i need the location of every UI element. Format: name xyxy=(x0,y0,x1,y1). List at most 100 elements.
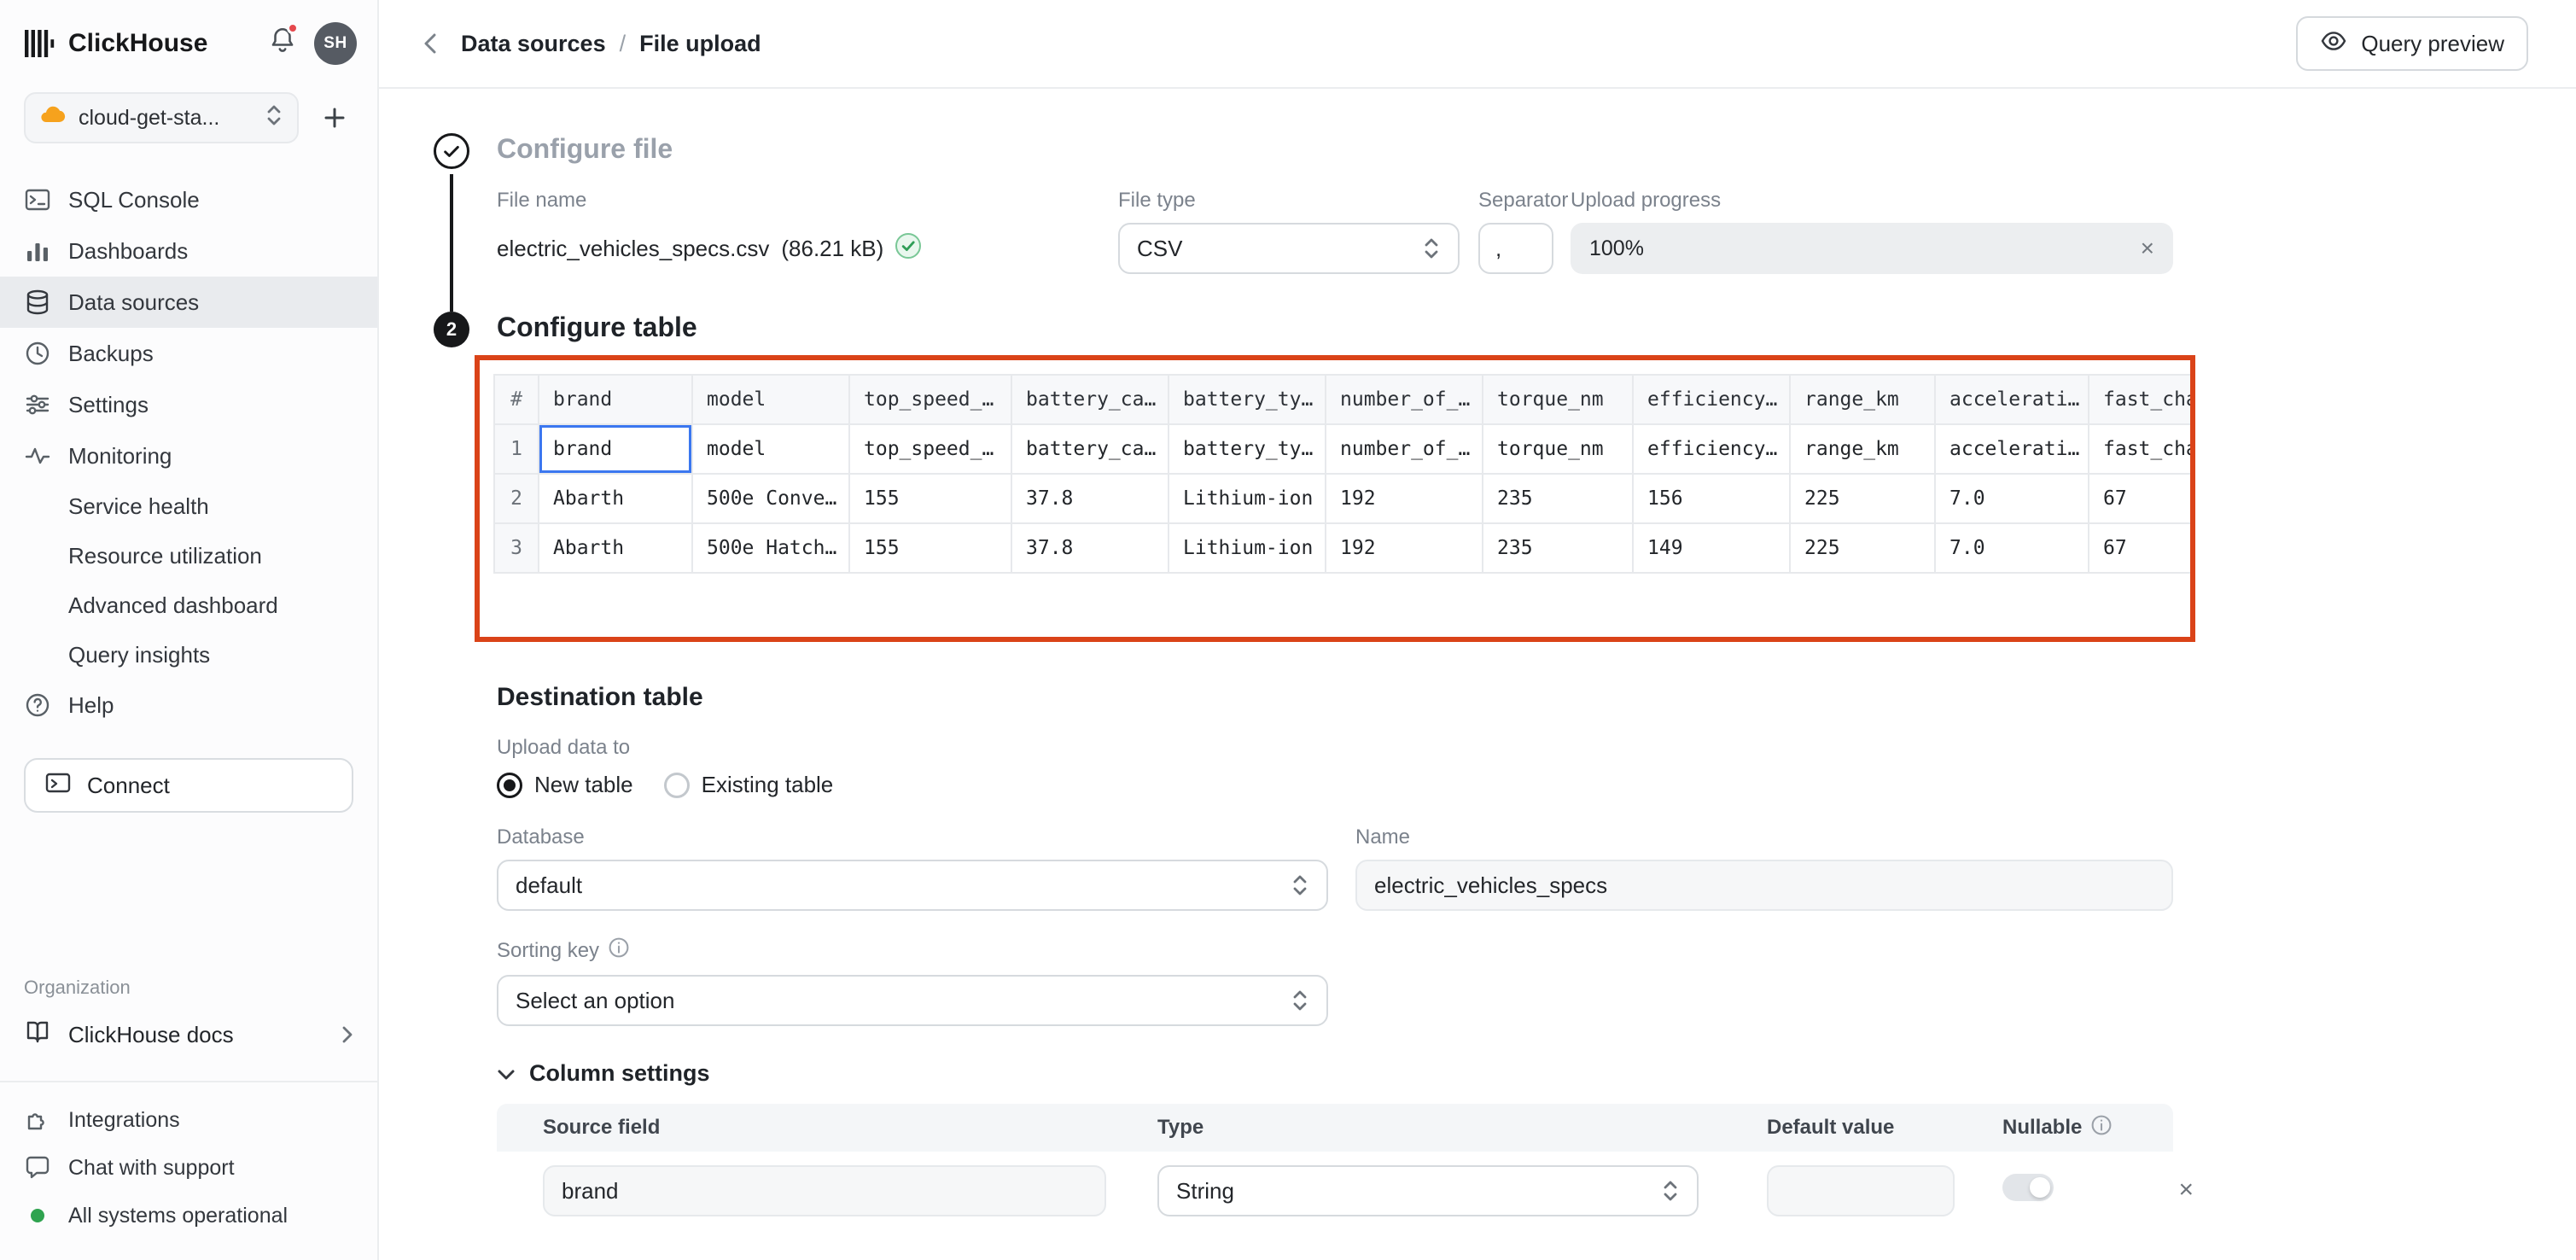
preview-column-header: top_speed_… xyxy=(848,374,1012,425)
radio-dot-selected xyxy=(497,772,522,798)
chevrons-updown-icon xyxy=(1422,236,1441,260)
default-value-input[interactable] xyxy=(1767,1165,1955,1216)
radio-existing-table[interactable]: Existing table xyxy=(663,772,833,798)
sidebar-header: ClickHouse SH xyxy=(0,0,377,79)
nullable-toggle[interactable] xyxy=(2002,1174,2054,1201)
sidebar-item-monitoring[interactable]: Monitoring xyxy=(0,430,377,481)
breadcrumb: Data sources / File upload xyxy=(461,31,761,57)
sidebar-item-all-systems-operational[interactable]: All systems operational xyxy=(0,1192,377,1240)
preview-cell[interactable]: 37.8 xyxy=(1011,522,1169,574)
file-type-select[interactable]: CSV xyxy=(1118,223,1460,274)
sidebar-item-clickhouse-docs[interactable]: ClickHouse docs xyxy=(0,1009,377,1060)
preview-cell[interactable]: fast_cha… xyxy=(2088,423,2190,475)
connect-button[interactable]: Connect xyxy=(24,758,353,813)
back-button[interactable] xyxy=(423,32,437,55)
service-selector[interactable]: cloud-get-sta... xyxy=(24,92,299,143)
breadcrumb-data-sources[interactable]: Data sources xyxy=(461,30,606,56)
sidebar-item-sql-console[interactable]: SQL Console xyxy=(0,174,377,225)
database-select[interactable]: default xyxy=(497,860,1328,911)
sidebar-item-advanced-dashboard[interactable]: Advanced dashboard xyxy=(0,580,377,630)
preview-cell[interactable]: 7.0 xyxy=(1934,522,2089,574)
preview-cell[interactable]: 7.0 xyxy=(1934,473,2089,524)
sidebar-item-integrations[interactable]: Integrations xyxy=(0,1096,377,1144)
preview-cell[interactable]: range_km xyxy=(1789,423,1936,475)
no-icon xyxy=(24,592,51,619)
preview-cell[interactable]: 37.8 xyxy=(1011,473,1169,524)
chevrons-updown-icon xyxy=(1291,989,1309,1012)
preview-column-header: battery_ty… xyxy=(1168,374,1326,425)
preview-cell[interactable]: top_speed_… xyxy=(848,423,1012,475)
destination-table-title: Destination table xyxy=(497,683,703,711)
query-preview-button[interactable]: Query preview xyxy=(2296,16,2528,71)
preview-cell[interactable]: battery_ty… xyxy=(1168,423,1326,475)
radio-new-table[interactable]: New table xyxy=(497,772,633,798)
bell-icon[interactable] xyxy=(268,22,299,61)
preview-cell[interactable]: Lithium-ion xyxy=(1168,473,1326,524)
preview-cell[interactable]: Abarth xyxy=(538,473,693,524)
clear-upload-icon[interactable]: × xyxy=(2140,235,2154,261)
preview-cell[interactable]: 500e Hatch… xyxy=(691,522,850,574)
separator-input[interactable] xyxy=(1478,223,1553,274)
preview-cell[interactable]: 67 xyxy=(2088,473,2190,524)
preview-cell[interactable]: 67 xyxy=(2088,522,2190,574)
no-icon xyxy=(24,641,51,668)
preview-cell[interactable]: 149 xyxy=(1632,522,1791,574)
preview-cell[interactable]: number_of_… xyxy=(1325,423,1483,475)
no-icon xyxy=(24,493,51,520)
preview-row: 2 Abarth 500e Conve… 155 37.8 Lithium-ion 192 2… xyxy=(493,473,2190,524)
remove-column-icon[interactable]: × xyxy=(2178,1175,2194,1204)
sidebar-item-service-health[interactable]: Service health xyxy=(0,481,377,531)
preview-cell[interactable]: 500e Conve… xyxy=(691,473,850,524)
preview-cell[interactable]: 235 xyxy=(1482,522,1634,574)
sliders-icon xyxy=(24,391,51,418)
breadcrumb-separator: / xyxy=(619,30,627,56)
preview-cell[interactable]: Abarth xyxy=(538,522,693,574)
sidebar-item-chat-with-support[interactable]: Chat with support xyxy=(0,1144,377,1192)
type-header: Type xyxy=(1157,1116,1204,1139)
preview-column-header: fast_cha… xyxy=(2088,374,2190,425)
notification-dot xyxy=(287,22,299,34)
sidebar-item-settings[interactable]: Settings xyxy=(0,379,377,430)
sorting-key-select[interactable]: Select an option xyxy=(497,975,1328,1026)
avatar[interactable]: SH xyxy=(314,22,357,65)
preview-cell[interactable]: torque_nm xyxy=(1482,423,1634,475)
upload-progress-bar: 100% × xyxy=(1571,223,2173,274)
configure-file-section: Configure file File name electric_vehicl… xyxy=(434,133,2528,312)
preview-cell[interactable]: 155 xyxy=(848,473,1012,524)
table-name-input[interactable] xyxy=(1355,860,2173,911)
type-select[interactable]: String xyxy=(1157,1165,1699,1216)
preview-cell[interactable]: 225 xyxy=(1789,522,1936,574)
organization-label: Organization xyxy=(24,977,131,998)
preview-cell[interactable]: Lithium-ion xyxy=(1168,522,1326,574)
preview-cell[interactable]: efficiency… xyxy=(1632,423,1791,475)
puzzle-icon xyxy=(24,1106,51,1134)
column-settings-toggle[interactable]: Column settings xyxy=(497,1060,2173,1087)
breadcrumb-file-upload[interactable]: File upload xyxy=(639,30,761,56)
preview-column-header: range_km xyxy=(1789,374,1936,425)
preview-cell[interactable]: battery_ca… xyxy=(1011,423,1169,475)
add-service-button[interactable] xyxy=(312,96,357,140)
preview-cell[interactable]: accelerati… xyxy=(1934,423,2089,475)
no-icon xyxy=(24,542,51,569)
preview-cell[interactable]: model xyxy=(691,423,850,475)
book-icon xyxy=(24,1018,51,1052)
sidebar-item-resource-utilization[interactable]: Resource utilization xyxy=(0,531,377,580)
preview-cell[interactable]: 155 xyxy=(848,522,1012,574)
default-value-header: Default value xyxy=(1767,1116,1895,1139)
sidebar-item-query-insights[interactable]: Query insights xyxy=(0,630,377,680)
configure-table-section: 2 Configure table # brand model top_speed_…… xyxy=(434,312,2528,642)
preview-cell[interactable]: 225 xyxy=(1789,473,1936,524)
sidebar-item-dashboards[interactable]: Dashboards xyxy=(0,225,377,277)
sidebar-item-help[interactable]: Help xyxy=(0,680,377,731)
source-field-input[interactable] xyxy=(543,1165,1106,1216)
sidebar-item-data-sources[interactable]: Data sources xyxy=(0,277,377,328)
divider xyxy=(0,1081,377,1082)
preview-cell[interactable]: 192 xyxy=(1325,522,1483,574)
preview-cell[interactable]: brand xyxy=(538,423,693,475)
preview-cell[interactable]: 235 xyxy=(1482,473,1634,524)
sidebar-item-backups[interactable]: Backups xyxy=(0,328,377,379)
step-2-indicator: 2 xyxy=(434,312,469,347)
preview-cell[interactable]: 192 xyxy=(1325,473,1483,524)
preview-cell[interactable]: 156 xyxy=(1632,473,1791,524)
separator-label: Separator xyxy=(1478,189,1569,212)
